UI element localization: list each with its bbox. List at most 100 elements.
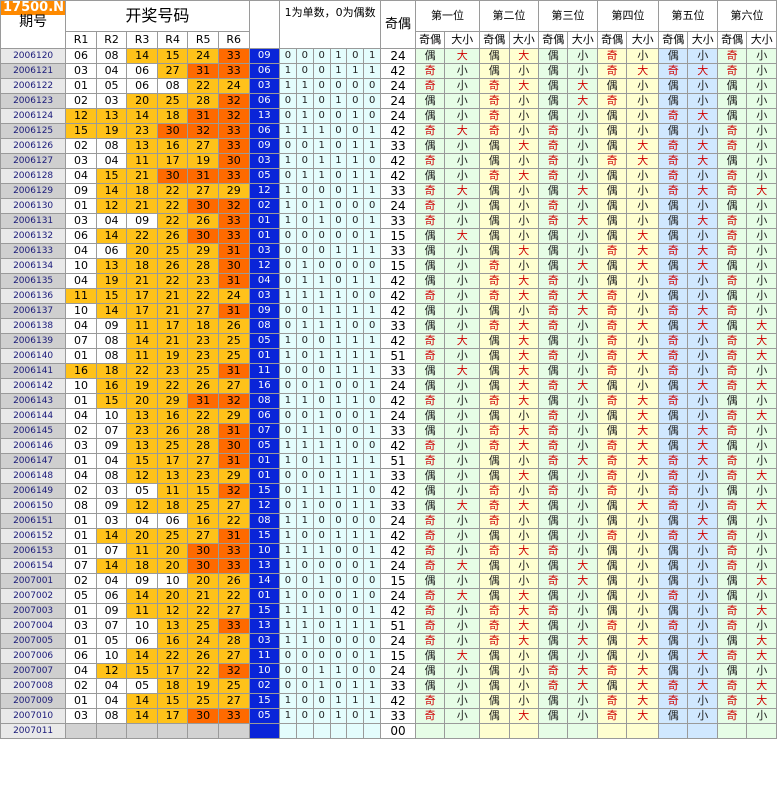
table-row: 2006130 01 12 21 22 30 32 02 1 0 1 0 0 0 24 奇小偶小奇小偶小偶小偶…	[0, 198, 777, 214]
pos-1-parity: 奇	[414, 183, 446, 199]
pos-2-parity: 偶	[479, 378, 510, 394]
pos-3-size: 小	[567, 543, 598, 559]
parity-bit: 1	[363, 468, 382, 484]
number-r1: 01	[65, 528, 97, 544]
pos-1-parity: 偶	[414, 648, 446, 664]
number-r2: 14	[95, 183, 128, 199]
odd-even-ratio: 42	[380, 168, 416, 184]
parity-bit: 1	[363, 243, 382, 259]
pos-3-parity: 偶	[537, 93, 569, 109]
parity-bit: 0	[346, 318, 365, 334]
pos-4-size: 小	[626, 288, 659, 304]
odd-even-ratio: 42	[380, 543, 416, 559]
parity-bit: 1	[295, 318, 314, 334]
pos-2-parity: 偶	[479, 588, 510, 604]
number-r3: 11	[126, 153, 158, 169]
pos-6-size: 小	[746, 543, 777, 559]
pos-6-size: 大	[746, 318, 777, 334]
pos-1-size: 小	[444, 513, 481, 529]
pos-4-size: 小	[626, 93, 659, 109]
parity-bit: 1	[363, 168, 382, 184]
number-r4: 25	[156, 93, 189, 109]
number-r4: 21	[156, 333, 189, 349]
pos-5-parity: 奇	[657, 453, 689, 469]
number-r1: 01	[65, 543, 97, 559]
parity-bit: 1	[363, 648, 382, 664]
pos-2-size: 小	[508, 213, 540, 229]
pos-3-size: 大	[567, 663, 598, 679]
pos-6-size: 小	[746, 228, 777, 244]
number-r6: 31	[217, 243, 250, 259]
parity-bit: 0	[312, 708, 331, 724]
period-id: 2007006	[0, 648, 67, 664]
number-r1: 04	[65, 243, 97, 259]
pos-1-parity: 奇	[414, 393, 446, 409]
pos-5-parity: 奇	[657, 483, 689, 499]
number-r5: 26	[187, 213, 219, 229]
pos-2-size: 小	[508, 153, 540, 169]
pos-5-size: 小	[687, 588, 718, 604]
parity-bit: 0	[346, 228, 365, 244]
pos-4-size: 大	[626, 438, 659, 454]
odd-even-ratio: 42	[380, 303, 416, 319]
pos-2-size: 大	[508, 48, 540, 64]
number-r5: 22	[187, 663, 219, 679]
number-r6: 32	[217, 198, 250, 214]
pos-2-size: 大	[508, 168, 540, 184]
pos-1-size: 小	[444, 93, 481, 109]
parity-bit-empty	[295, 723, 314, 739]
pos-1-parity: 偶	[414, 138, 446, 154]
parity-bit: 1	[346, 483, 365, 499]
parity-bit: 0	[363, 198, 382, 214]
pos-5-size: 小	[687, 558, 718, 574]
pos-2-size: 小	[508, 678, 540, 694]
number-r4: 18	[156, 108, 189, 124]
number-r6: 30	[217, 258, 250, 274]
parity-bit: 1	[329, 528, 348, 544]
parity-bit: 1	[279, 348, 297, 364]
pos-4-parity: 偶	[596, 648, 628, 664]
pos-6-parity: 奇	[716, 273, 748, 289]
table-row: 2006121 03 04 06 27 31 33 06 1 0 0 1 1 1 42 奇小偶小偶小奇大奇大奇…	[0, 63, 777, 79]
number-r5: 27	[187, 303, 219, 319]
pos-3-size: 小	[567, 603, 598, 619]
number-r2: 08	[95, 468, 128, 484]
number-r1: 06	[65, 228, 97, 244]
pos-1-parity: 偶	[414, 363, 446, 379]
number-r3: 20	[126, 528, 158, 544]
pos-2-parity: 奇	[479, 423, 510, 439]
period-id: 2006131	[0, 213, 67, 229]
number-r2: 19	[95, 123, 128, 139]
pos-3-size: 大	[567, 453, 598, 469]
pos-4-parity: 偶	[596, 558, 628, 574]
pos-2-size: 小	[508, 693, 540, 709]
table-row: 2006151 01 03 04 06 16 22 08 1 1 0 0 0 0 24 奇小奇小偶小偶小偶大偶…	[0, 513, 777, 529]
pos-4-parity: 奇	[596, 48, 628, 64]
parity-bit: 0	[279, 573, 297, 589]
pos-4-parity: 偶	[596, 378, 628, 394]
number-r2: 10	[95, 648, 128, 664]
parity-bit: 1	[312, 153, 331, 169]
parity-bit: 0	[346, 48, 365, 64]
number-r1: 01	[65, 78, 97, 94]
number-r2: 15	[95, 288, 128, 304]
pos-2-size: 大	[508, 633, 540, 649]
blue-ball-number: 14	[248, 573, 281, 589]
table-row: 2006127 03 04 11 17 19 30 03 1 0 1 1 1 0 42 奇小偶小奇小奇大奇大偶…	[0, 153, 777, 169]
odd-even-ratio: 33	[380, 498, 416, 514]
odd-even-ratio: 00	[380, 723, 416, 739]
pos-1-size: 小	[444, 438, 481, 454]
pos-6-size: 小	[746, 153, 777, 169]
number-r6: 32	[217, 93, 250, 109]
pos-6-parity: 偶	[716, 198, 748, 214]
number-r2: 09	[95, 603, 128, 619]
pos-4-parity: 偶	[596, 123, 628, 139]
parity-bit: 0	[295, 198, 314, 214]
parity-bit: 1	[329, 468, 348, 484]
pos-2-parity: 奇	[479, 123, 510, 139]
pos-6-size: 小	[746, 453, 777, 469]
pos-5-size: 小	[687, 618, 718, 634]
blue-ball-number: 11	[248, 648, 281, 664]
period-id: 2007005	[0, 633, 67, 649]
pos-3-size: 小	[567, 528, 598, 544]
